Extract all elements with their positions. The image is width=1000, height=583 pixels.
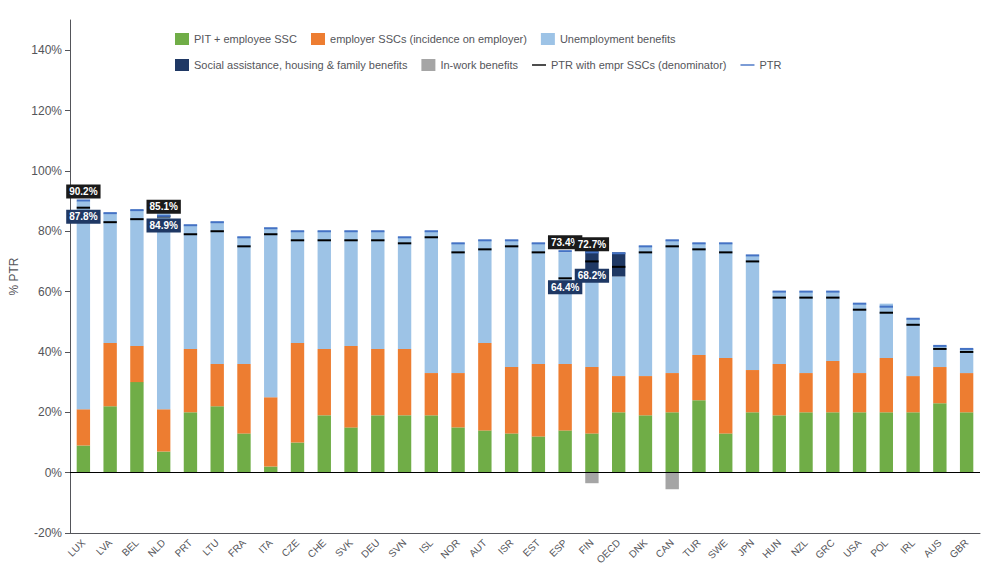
svg-text:140%: 140%	[31, 43, 62, 57]
svg-text:employer SSCs (incidence on em: employer SSCs (incidence on employer)	[330, 33, 527, 45]
svg-text:DNK: DNK	[627, 537, 650, 560]
svg-text:GRC: GRC	[813, 537, 836, 560]
svg-text:CAN: CAN	[653, 537, 676, 560]
svg-text:PTR: PTR	[759, 59, 781, 71]
svg-text:87.8%: 87.8%	[69, 211, 97, 222]
svg-text:PRT: PRT	[173, 537, 195, 559]
svg-text:PIT + employee SSC: PIT + employee SSC	[194, 33, 297, 45]
svg-text:ITA: ITA	[256, 537, 274, 555]
svg-text:AUS: AUS	[921, 537, 944, 560]
svg-text:JPN: JPN	[735, 537, 756, 558]
svg-text:-20%: -20%	[34, 526, 62, 540]
svg-text:90.2%: 90.2%	[69, 186, 97, 197]
svg-text:CHE: CHE	[305, 537, 328, 560]
svg-text:USA: USA	[841, 537, 864, 560]
svg-text:ESP: ESP	[547, 537, 569, 559]
svg-text:PTR with empr SSCs (denominato: PTR with empr SSCs (denominator)	[551, 59, 726, 71]
svg-text:72.7%: 72.7%	[578, 239, 606, 250]
svg-text:SWE: SWE	[706, 537, 730, 561]
svg-text:AUT: AUT	[467, 537, 489, 559]
svg-text:IRL: IRL	[898, 537, 917, 556]
svg-text:SVN: SVN	[386, 537, 408, 559]
svg-text:In-work benefits: In-work benefits	[440, 59, 518, 71]
svg-text:40%: 40%	[38, 345, 62, 359]
svg-text:FIN: FIN	[577, 537, 596, 556]
svg-text:LTU: LTU	[201, 537, 222, 558]
svg-text:SVK: SVK	[333, 537, 355, 559]
svg-text:OECD: OECD	[594, 537, 622, 565]
svg-text:CZE: CZE	[279, 537, 301, 559]
svg-text:ISR: ISR	[496, 537, 516, 557]
svg-text:% PTR: % PTR	[7, 257, 21, 295]
svg-text:100%: 100%	[31, 164, 62, 178]
svg-text:NLD: NLD	[146, 537, 168, 559]
svg-text:POL: POL	[868, 537, 890, 559]
svg-text:BEL: BEL	[120, 537, 141, 558]
svg-text:80%: 80%	[38, 224, 62, 238]
svg-text:HUN: HUN	[760, 537, 783, 560]
svg-text:120%: 120%	[31, 104, 62, 118]
svg-text:Social assistance, housing & f: Social assistance, housing & family bene…	[194, 59, 408, 71]
svg-text:GBR: GBR	[947, 537, 970, 560]
svg-text:73.4%: 73.4%	[551, 236, 580, 248]
svg-text:TUR: TUR	[681, 537, 703, 559]
svg-text:85.1%: 85.1%	[149, 201, 177, 212]
svg-text:20%: 20%	[38, 405, 62, 419]
svg-text:60%: 60%	[38, 285, 62, 299]
svg-text:DEU: DEU	[359, 537, 382, 560]
svg-text:NOR: NOR	[439, 537, 462, 560]
svg-text:64.4%: 64.4%	[551, 282, 579, 293]
svg-text:ISL: ISL	[417, 537, 436, 556]
svg-text:EST: EST	[521, 537, 543, 559]
svg-text:LUX: LUX	[66, 537, 88, 559]
svg-text:FRA: FRA	[226, 537, 248, 559]
svg-text:0%: 0%	[45, 466, 63, 480]
svg-text:Unemployment benefits: Unemployment benefits	[560, 33, 676, 45]
svg-text:NZL: NZL	[789, 537, 810, 558]
svg-text:LVA: LVA	[94, 537, 114, 557]
svg-text:68.2%: 68.2%	[578, 270, 606, 281]
svg-text:84.9%: 84.9%	[149, 220, 177, 231]
